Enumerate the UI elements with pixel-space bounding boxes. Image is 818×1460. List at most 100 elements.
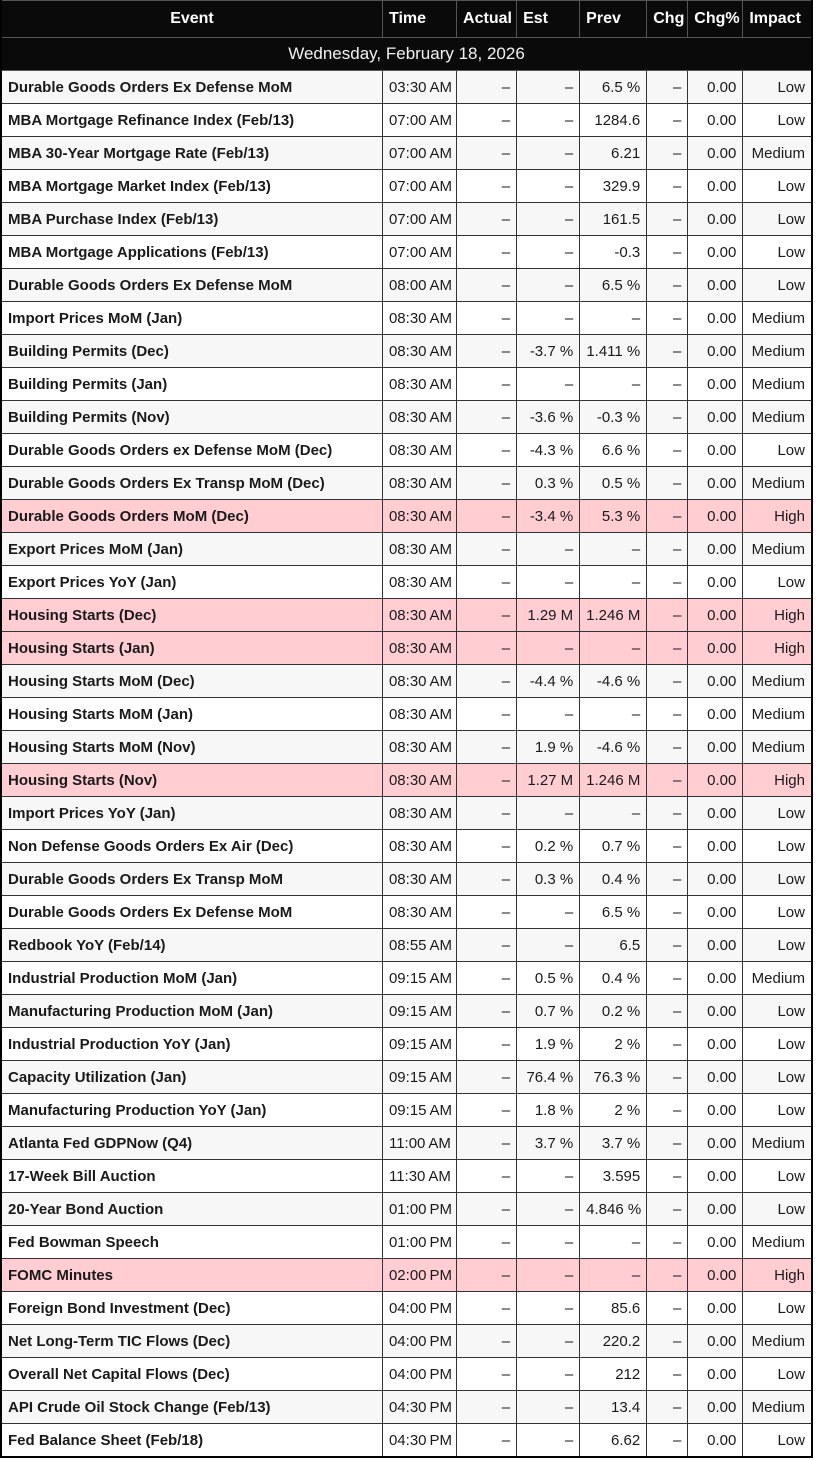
- table-row[interactable]: Non Defense Goods Orders Ex Air (Dec) 08:…: [0, 829, 813, 863]
- time-cell: 08:30 AM: [381, 862, 458, 896]
- table-row[interactable]: Export Prices MoM (Jan) 08:30 AM – – – –0.00 M…: [0, 532, 813, 566]
- actual-cell: –: [456, 994, 518, 1028]
- chg-pct-cell: 0.00: [687, 532, 744, 566]
- actual-cell: –: [456, 1126, 518, 1160]
- impact-cell: High: [742, 598, 813, 632]
- table-row[interactable]: Fed Bowman Speech 01:00 PM – – – –0.00 Medium: [0, 1225, 813, 1259]
- table-row[interactable]: Manufacturing Production YoY (Jan) 09:15 …: [0, 1093, 813, 1127]
- table-row[interactable]: Durable Goods Orders Ex Defense MoM 03:30…: [0, 70, 813, 104]
- table-row[interactable]: Capacity Utilization (Jan) 09:15 AM –76.4 …: [0, 1060, 813, 1094]
- time-cell: 04:30 PM: [381, 1390, 458, 1424]
- chg-cell: –: [646, 433, 689, 467]
- actual-cell: –: [456, 1258, 518, 1292]
- chg-cell: –: [646, 796, 689, 830]
- table-row[interactable]: Durable Goods Orders Ex Transp MoM (Dec)…: [0, 466, 813, 500]
- table-row[interactable]: Durable Goods Orders ex Defense MoM (Dec…: [0, 433, 813, 467]
- table-row[interactable]: Durable Goods Orders MoM (Dec) 08:30 AM – -…: [0, 499, 813, 533]
- table-row[interactable]: Import Prices YoY (Jan) 08:30 AM – – – –0.00 L…: [0, 796, 813, 830]
- chg-cell: –: [646, 1423, 689, 1458]
- chg-pct-cell: 0.00: [687, 1027, 744, 1061]
- table-row[interactable]: Housing Starts (Nov) 08:30 AM –1.27 M 1.246…: [0, 763, 813, 797]
- chg-pct-cell: 0.00: [687, 730, 744, 764]
- impact-cell: Medium: [742, 1390, 813, 1424]
- chg-cell: –: [646, 202, 689, 236]
- actual-cell: –: [456, 730, 518, 764]
- chg-pct-cell: 0.00: [687, 928, 744, 962]
- prev-cell: 1.246 M: [579, 598, 648, 632]
- chg-cell: –: [646, 1027, 689, 1061]
- table-row[interactable]: Housing Starts (Dec) 08:30 AM –1.29 M 1.246…: [0, 598, 813, 632]
- table-row[interactable]: Export Prices YoY (Jan) 08:30 AM – – – –0.00 L…: [0, 565, 813, 599]
- table-row[interactable]: Housing Starts MoM (Jan) 08:30 AM – – – –0.00…: [0, 697, 813, 731]
- event-cell: Durable Goods Orders Ex Defense MoM: [0, 895, 383, 929]
- actual-cell: –: [456, 367, 518, 401]
- chg-pct-cell: 0.00: [687, 565, 744, 599]
- time-cell: 09:15 AM: [381, 961, 458, 995]
- table-row[interactable]: 17-Week Bill Auction 11:30 AM – –3.595–0.00…: [0, 1159, 813, 1193]
- time-cell: 08:30 AM: [381, 367, 458, 401]
- chg-pct-cell: 0.00: [687, 202, 744, 236]
- table-row[interactable]: Housing Starts MoM (Nov) 08:30 AM –1.9 % -4…: [0, 730, 813, 764]
- est-cell: -3.7 %: [516, 334, 581, 368]
- table-row[interactable]: MBA Mortgage Refinance Index (Feb/13) 07:…: [0, 103, 813, 137]
- est-cell: –: [516, 796, 581, 830]
- actual-cell: –: [456, 895, 518, 929]
- table-row[interactable]: Housing Starts (Jan) 08:30 AM – – – –0.00 High: [0, 631, 813, 665]
- prev-cell: 220.2: [579, 1324, 648, 1358]
- table-row[interactable]: Overall Net Capital Flows (Dec) 04:00 PM –…: [0, 1357, 813, 1391]
- table-row[interactable]: Building Permits (Jan) 08:30 AM – – – –0.00 Me…: [0, 367, 813, 401]
- chg-cell: –: [646, 103, 689, 137]
- est-cell: 0.5 %: [516, 961, 581, 995]
- prev-cell: 2 %: [579, 1027, 648, 1061]
- est-cell: -4.3 %: [516, 433, 581, 467]
- est-cell: –: [516, 928, 581, 962]
- est-cell: –: [516, 532, 581, 566]
- prev-cell: -0.3 %: [579, 400, 648, 434]
- impact-cell: Low: [742, 565, 813, 599]
- column-header-actual: Actual: [456, 0, 518, 38]
- chg-pct-cell: 0.00: [687, 103, 744, 137]
- event-cell: Net Long-Term TIC Flows (Dec): [0, 1324, 383, 1358]
- table-row[interactable]: Durable Goods Orders Ex Defense MoM 08:00…: [0, 268, 813, 302]
- table-row[interactable]: API Crude Oil Stock Change (Feb/13) 04:30…: [0, 1390, 813, 1424]
- table-row[interactable]: Manufacturing Production MoM (Jan) 09:15 …: [0, 994, 813, 1028]
- table-row[interactable]: Redbook YoY (Feb/14) 08:55 AM – –6.5–0.00 Lo…: [0, 928, 813, 962]
- chg-pct-cell: 0.00: [687, 1357, 744, 1391]
- actual-cell: –: [456, 631, 518, 665]
- actual-cell: –: [456, 466, 518, 500]
- table-row[interactable]: Industrial Production YoY (Jan) 09:15 AM –…: [0, 1027, 813, 1061]
- table-row[interactable]: Durable Goods Orders Ex Transp MoM 08:30 …: [0, 862, 813, 896]
- prev-cell: 85.6: [579, 1291, 648, 1325]
- actual-cell: –: [456, 1027, 518, 1061]
- chg-pct-cell: 0.00: [687, 1390, 744, 1424]
- chg-pct-cell: 0.00: [687, 1324, 744, 1358]
- table-row[interactable]: Import Prices MoM (Jan) 08:30 AM – – – –0.00 M…: [0, 301, 813, 335]
- table-row[interactable]: Durable Goods Orders Ex Defense MoM 08:30…: [0, 895, 813, 929]
- table-row[interactable]: MBA Mortgage Market Index (Feb/13) 07:00 …: [0, 169, 813, 203]
- table-row[interactable]: Atlanta Fed GDPNow (Q4) 11:00 AM –3.7 % 3.7…: [0, 1126, 813, 1160]
- impact-cell: Low: [742, 862, 813, 896]
- table-row[interactable]: Industrial Production MoM (Jan) 09:15 AM –…: [0, 961, 813, 995]
- table-row[interactable]: Housing Starts MoM (Dec) 08:30 AM – -4.4 % -…: [0, 664, 813, 698]
- table-row[interactable]: Fed Balance Sheet (Feb/18) 04:30 PM – –6.62…: [0, 1423, 813, 1458]
- prev-cell: 6.5 %: [579, 268, 648, 302]
- calendar-body: Durable Goods Orders Ex Defense MoM 03:30…: [0, 70, 813, 1458]
- chg-cell: –: [646, 532, 689, 566]
- table-row[interactable]: Building Permits (Nov) 08:30 AM – -3.6 % -0.…: [0, 400, 813, 434]
- chg-pct-cell: 0.00: [687, 862, 744, 896]
- table-row[interactable]: Building Permits (Dec) 08:30 AM – -3.7 % 1.4…: [0, 334, 813, 368]
- table-row[interactable]: 20-Year Bond Auction 01:00 PM – –4.846 % –0.…: [0, 1192, 813, 1226]
- table-row[interactable]: MBA Purchase Index (Feb/13) 07:00 AM – –161…: [0, 202, 813, 236]
- table-row[interactable]: MBA Mortgage Applications (Feb/13) 07:00 …: [0, 235, 813, 269]
- actual-cell: –: [456, 202, 518, 236]
- table-row[interactable]: MBA 30-Year Mortgage Rate (Feb/13) 07:00 …: [0, 136, 813, 170]
- table-row[interactable]: FOMC Minutes 02:00 PM – – – –0.00 High: [0, 1258, 813, 1292]
- est-cell: –: [516, 1390, 581, 1424]
- est-cell: –: [516, 103, 581, 137]
- table-row[interactable]: Foreign Bond Investment (Dec) 04:00 PM – –8…: [0, 1291, 813, 1325]
- date-header: Wednesday, February 18, 2026: [0, 37, 813, 71]
- table-row[interactable]: Net Long-Term TIC Flows (Dec) 04:00 PM – –2…: [0, 1324, 813, 1358]
- est-cell: 1.29 M: [516, 598, 581, 632]
- chg-pct-cell: 0.00: [687, 433, 744, 467]
- impact-cell: Medium: [742, 334, 813, 368]
